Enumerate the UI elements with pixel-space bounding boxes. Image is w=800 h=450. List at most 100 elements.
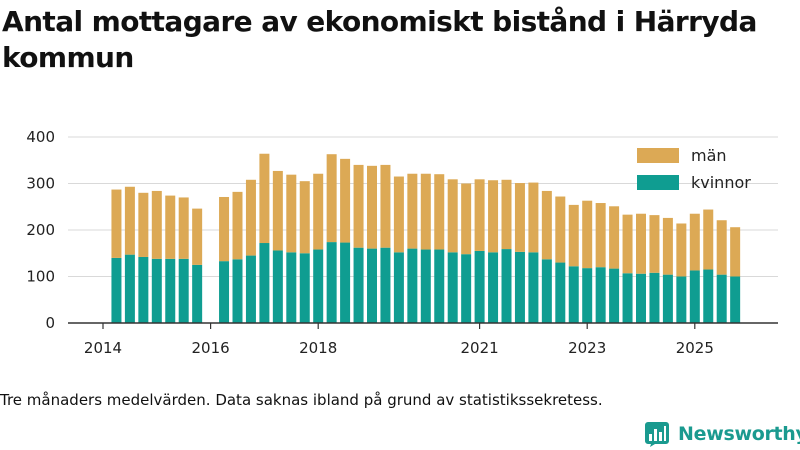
bar-man — [393, 176, 404, 253]
bar-kvinnor — [393, 252, 404, 323]
bar-kvinnor — [662, 274, 673, 323]
x-tick-label: 2021 — [461, 339, 499, 357]
bar-man — [245, 179, 256, 256]
y-tick-label: 100 — [26, 268, 55, 286]
bar-man — [232, 191, 243, 260]
bar-man — [219, 196, 230, 262]
bar-man — [689, 213, 700, 271]
bar-man — [178, 197, 189, 259]
bar-kvinnor — [703, 269, 714, 323]
bar-man — [730, 227, 741, 277]
bar-kvinnor — [474, 250, 485, 323]
bar-kvinnor — [259, 243, 270, 323]
bar-kvinnor — [676, 276, 687, 323]
bar-kvinnor — [138, 256, 149, 323]
bar-kvinnor — [286, 252, 297, 323]
legend-label: män — [691, 146, 727, 165]
bar-man — [582, 200, 593, 269]
chart: 0 100 200 300 400 2014 2016 2018 2021 2023 2025 m… — [26, 128, 778, 357]
bar-chart-logo-icon — [645, 422, 669, 447]
bar-man — [649, 215, 660, 273]
bar-kvinnor — [313, 249, 324, 323]
bar-kvinnor — [555, 262, 566, 323]
bar-man — [568, 204, 579, 267]
brand-logo[interactable]: Newsworthy — [644, 420, 800, 448]
bar-man — [420, 173, 431, 250]
bar-man — [313, 173, 324, 250]
legend: män kvinnor — [637, 146, 751, 192]
bar-kvinnor — [165, 258, 176, 323]
x-axis: 2014 2016 2018 2021 2023 2025 — [84, 323, 714, 357]
bar-man — [286, 174, 297, 253]
bar-man — [434, 174, 445, 250]
bar-man — [380, 164, 391, 248]
x-tick-label: 2023 — [568, 339, 606, 357]
legend-swatch — [637, 175, 679, 190]
bar-man — [501, 179, 512, 250]
bar-man — [622, 214, 633, 274]
bar-man — [124, 186, 135, 255]
bar-kvinnor — [582, 268, 593, 323]
bar-kvinnor — [636, 273, 646, 323]
bar-kvinnor — [151, 258, 162, 323]
bar-kvinnor — [434, 249, 445, 323]
bar-kvinnor — [272, 250, 283, 323]
bar-kvinnor — [340, 242, 351, 323]
bar-kvinnor — [568, 266, 579, 323]
bar-kvinnor — [353, 247, 364, 323]
chart-title: Antal mottagare av ekonomiskt bistånd i … — [2, 5, 757, 74]
y-tick-label: 0 — [45, 314, 55, 332]
bar-man — [703, 209, 714, 270]
footnote: Tre månaders medelvärden. Data saknas ib… — [0, 391, 603, 409]
bar-man — [488, 180, 499, 253]
bar-kvinnor — [514, 251, 525, 323]
bars — [111, 153, 741, 323]
bar-man — [662, 217, 673, 275]
bar-man — [340, 158, 351, 243]
bar-man — [192, 208, 203, 265]
bar-kvinnor — [622, 273, 633, 323]
bar-man — [461, 183, 472, 255]
bar-man — [272, 170, 283, 251]
bar-kvinnor — [689, 270, 700, 323]
y-tick-label: 200 — [26, 221, 55, 239]
bar-man — [165, 195, 176, 259]
bar-man — [151, 190, 162, 259]
bar-kvinnor — [541, 259, 552, 323]
bar-kvinnor — [501, 249, 512, 323]
bar-man — [541, 190, 552, 260]
bar-kvinnor — [420, 249, 431, 323]
bar-man — [367, 165, 377, 249]
brand-name: Newsworthy — [678, 423, 800, 445]
bar-kvinnor — [245, 255, 256, 323]
bar-kvinnor — [299, 253, 310, 323]
bar-man — [138, 192, 149, 257]
x-tick-label: 2018 — [299, 339, 337, 357]
bar-man — [528, 182, 539, 253]
bar-man — [716, 220, 727, 275]
bar-man — [353, 164, 364, 248]
legend-swatch — [637, 148, 679, 163]
x-tick-label: 2025 — [676, 339, 714, 357]
bar-man — [447, 179, 458, 253]
bar-man — [407, 173, 418, 249]
bar-man — [474, 179, 485, 251]
bar-man — [299, 181, 310, 254]
bar-man — [595, 203, 606, 268]
x-tick-label: 2014 — [84, 339, 122, 357]
bar-man — [636, 213, 646, 274]
bar-man — [514, 183, 525, 252]
bar-kvinnor — [447, 252, 458, 323]
bar-kvinnor — [609, 268, 620, 323]
bar-man — [555, 196, 566, 263]
bar-man — [676, 223, 687, 277]
y-tick-label: 300 — [26, 175, 55, 193]
bar-kvinnor — [124, 254, 135, 323]
bar-man — [609, 206, 620, 269]
legend-label: kvinnor — [691, 173, 751, 192]
y-tick-label: 400 — [26, 128, 55, 146]
bar-kvinnor — [367, 248, 377, 323]
bar-kvinnor — [232, 259, 243, 323]
bar-kvinnor — [178, 258, 189, 323]
bar-kvinnor — [649, 272, 660, 323]
